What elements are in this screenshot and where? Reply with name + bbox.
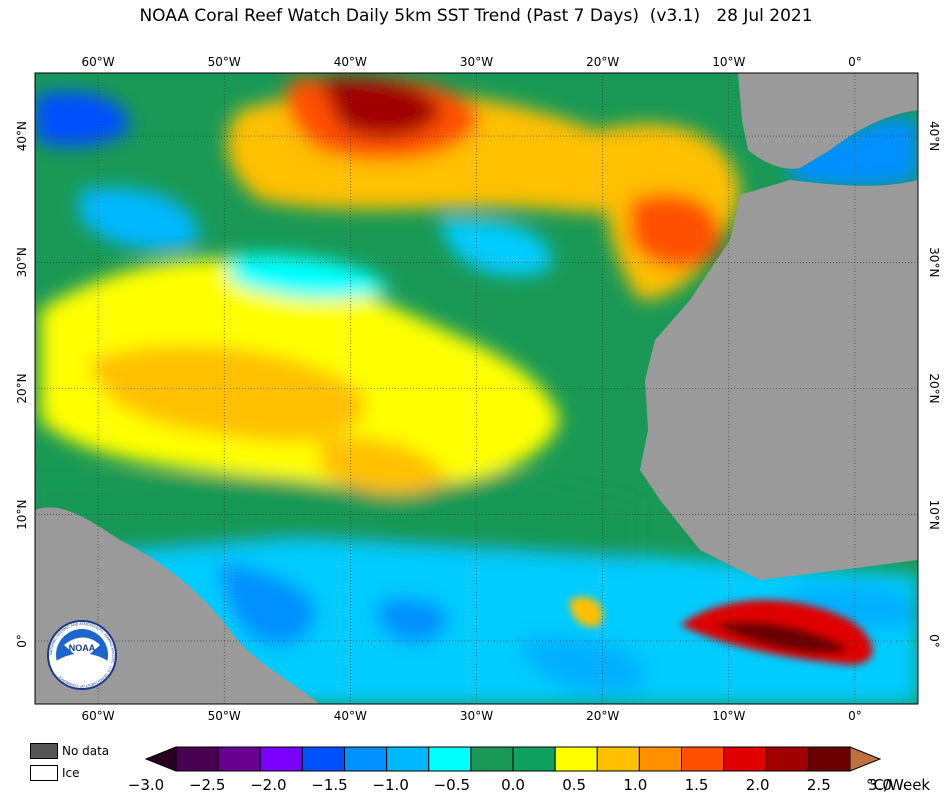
sst-region-cooler-northwest xyxy=(35,91,130,147)
noaa-logo: NOAA NATIONAL OCEANIC AND ATMOSPHERIC AD… xyxy=(47,620,117,690)
colorbar-segment xyxy=(470,746,514,772)
colorbar-segment xyxy=(259,746,303,772)
land-africa xyxy=(640,180,918,580)
legend-label-no-data: No data xyxy=(62,744,110,758)
lon-tick-label-bottom: 0° xyxy=(848,709,862,723)
colorbar-tick-label: 3.0 xyxy=(868,776,892,794)
colorbar-tick-label: 0.0 xyxy=(501,776,525,794)
lon-tick-label-bottom: 10°W xyxy=(712,709,745,723)
colorbar-tick-label: −3.0 xyxy=(128,776,164,794)
graticule xyxy=(35,73,918,704)
sst-region-hot-canary xyxy=(630,193,722,269)
colorbar-low-extend xyxy=(144,746,177,772)
lon-tick-label-top: 40°W xyxy=(334,55,367,69)
lon-tick-label-top: 50°W xyxy=(208,55,241,69)
lon-tick-label-top: 60°W xyxy=(82,55,115,69)
lon-tick-label-top: 10°W xyxy=(712,55,745,69)
colorbar-segment xyxy=(175,746,219,772)
lat-tick-label-left: 0° xyxy=(15,634,29,648)
colorbar-tick-label: −2.0 xyxy=(250,776,286,794)
colorbar-segment xyxy=(807,746,851,772)
sst-region-cool-equator xyxy=(520,637,644,694)
colorbar-tick-label: −2.5 xyxy=(189,776,225,794)
axis-tick-labels: 60°W 60°W 50°W 50°W 40°W 40°W 30°W 30°W 20°W 20°W… xyxy=(15,55,941,723)
land-iberia xyxy=(738,73,918,169)
legend-swatch-ice xyxy=(30,765,58,781)
sst-region-cool-band-30n xyxy=(230,254,390,299)
sst-region-warmer-subtropics xyxy=(90,345,366,442)
map-frame xyxy=(34,72,919,705)
lon-tick-label-bottom: 50°W xyxy=(208,709,241,723)
colorbar-segment xyxy=(723,746,767,772)
lon-tick-label-top: 30°W xyxy=(460,55,493,69)
colorbar-segment xyxy=(681,746,725,772)
legend-key-ice: Ice xyxy=(30,762,109,784)
lat-tick-label-left: 20°N xyxy=(15,373,29,403)
legend-label-ice: Ice xyxy=(62,766,80,780)
sst-region-warm-patch xyxy=(320,437,450,494)
lon-tick-label-top: 0° xyxy=(848,55,862,69)
colorbar-segment xyxy=(554,746,598,772)
lon-tick-label-bottom: 20°W xyxy=(586,709,619,723)
sst-region-warm-patch-equator xyxy=(569,596,603,627)
lat-tick-label-right: 40°N xyxy=(927,121,941,151)
colorbar-tick-label: 1.0 xyxy=(623,776,647,794)
sst-region-cool-northwest xyxy=(80,187,200,251)
sst-region-hottest-equator xyxy=(715,621,850,654)
colorbar-tick-label: −1.5 xyxy=(311,776,347,794)
colorbar: −3.0 −2.5 −2.0 −1.5 −1.0 −0.5 0.0 0.5 1.0 1.5 2.0 2… xyxy=(128,746,930,794)
equatorial-warm-tongue xyxy=(569,596,873,665)
colorbar-segment xyxy=(428,746,472,772)
sst-region-cool-gulf-guinea xyxy=(780,584,918,630)
lon-tick-label-bottom: 30°W xyxy=(460,709,493,723)
legend-swatch-no-data xyxy=(30,743,58,759)
noaa-logo-text: NOAA xyxy=(69,643,96,653)
legend-keys: No data Ice xyxy=(30,740,109,784)
sst-region-cooler-south-central xyxy=(378,598,449,643)
legend-key-no-data: No data xyxy=(30,740,109,762)
map-plot-area xyxy=(35,73,918,704)
colorbar-segment xyxy=(217,746,261,772)
lon-tick-label-bottom: 60°W xyxy=(82,709,115,723)
colorbar-segment xyxy=(344,746,388,772)
colorbar-segment xyxy=(596,746,640,772)
lat-tick-label-right: 20°N xyxy=(927,373,941,403)
sst-region-hottest-north xyxy=(320,78,440,138)
sst-region-neutral-tropics xyxy=(35,470,640,560)
lon-tick-label-top: 20°W xyxy=(586,55,619,69)
map-title: NOAA Coral Reef Watch Daily 5km SST Tren… xyxy=(139,6,813,26)
lon-tick-label-bottom: 40°W xyxy=(334,709,367,723)
sst-anomaly-field xyxy=(35,77,918,704)
colorbar-segment xyxy=(638,746,682,772)
colorbar-segment xyxy=(386,746,430,772)
lat-tick-label-left: 30°N xyxy=(15,247,29,277)
colorbar-tick-label: −1.0 xyxy=(372,776,408,794)
colorbar-tick-label: 2.5 xyxy=(807,776,831,794)
lat-tick-label-right: 30°N xyxy=(927,247,941,277)
colorbar-unit-label: °C/Week xyxy=(866,776,930,794)
colorbar-tick-label: 0.5 xyxy=(562,776,586,794)
sst-region-cooler-south-west xyxy=(220,560,316,646)
colorbar-segment xyxy=(765,746,809,772)
sst-region-cool-central-30n xyxy=(440,219,552,276)
lat-tick-label-right: 0° xyxy=(927,634,941,648)
colorbar-segment xyxy=(512,746,556,772)
colorbar-tick-label: 2.0 xyxy=(746,776,770,794)
colorbar-high-extend xyxy=(849,746,882,772)
lat-tick-label-right: 10°N xyxy=(927,500,941,530)
lat-tick-label-left: 10°N xyxy=(15,500,29,530)
sst-region-cool-mediterranean xyxy=(790,117,918,188)
lat-tick-label-left: 40°N xyxy=(15,121,29,151)
colorbar-segment xyxy=(301,746,345,772)
colorbar-tick-label: 1.5 xyxy=(685,776,709,794)
colorbar-tick-label: −0.5 xyxy=(434,776,470,794)
